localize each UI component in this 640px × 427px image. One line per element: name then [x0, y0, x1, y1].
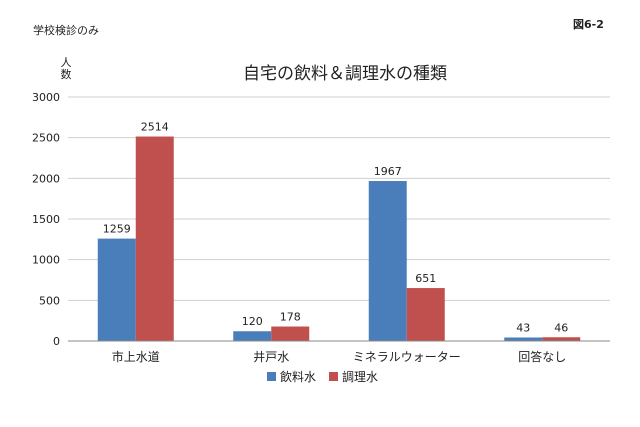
legend-label: 調理水 — [342, 370, 378, 384]
bar-drinking — [504, 337, 543, 341]
y-tick-labels: 0 500 1000 1500 2000 2500 3000 — [32, 91, 60, 348]
data-label: 1259 — [103, 223, 131, 236]
category-label: 市上水道 — [112, 349, 160, 364]
y-axis-label: 人数 — [61, 56, 72, 81]
legend-swatch — [267, 372, 276, 381]
data-label: 46 — [554, 321, 568, 334]
y-axis-label-char: 人 — [61, 56, 72, 69]
category-label: 回答なし — [518, 349, 566, 364]
legend-label: 飲料水 — [280, 369, 316, 384]
y-tick-label: 2500 — [32, 132, 60, 145]
bar-cooking — [542, 337, 581, 341]
legend-swatch — [329, 372, 338, 381]
bar-drinking — [368, 181, 407, 341]
y-tick-label: 3000 — [32, 91, 60, 104]
legend: 飲料水 調理水 — [267, 369, 378, 384]
data-label: 651 — [415, 272, 436, 285]
chart-title: 自宅の飲料＆調理水の種類 — [243, 64, 447, 84]
data-label: 178 — [280, 311, 301, 324]
data-label: 120 — [242, 315, 263, 328]
figure-label: 図6-2 — [573, 18, 604, 31]
y-tick-label: 2000 — [32, 172, 60, 185]
data-labels: 1259 2514 120 178 1967 651 43 46 — [103, 121, 569, 335]
bar-cooking — [135, 136, 174, 341]
category-label: 井戸水 — [253, 350, 289, 364]
bar-cooking — [271, 326, 310, 341]
note-text: 学校検診のみ — [33, 24, 99, 37]
data-label: 1967 — [374, 165, 402, 178]
y-tick-label: 1500 — [32, 213, 60, 226]
category-label: ミネラルウォーター — [353, 350, 461, 364]
category-labels: 市上水道 井戸水 ミネラルウォーター 回答なし — [112, 349, 567, 364]
bar-cooking — [406, 288, 445, 341]
data-label: 43 — [516, 322, 530, 335]
y-tick-label: 0 — [53, 335, 60, 348]
data-label: 2514 — [141, 121, 169, 134]
y-tick-label: 500 — [39, 294, 60, 307]
bars — [97, 136, 581, 341]
bar-drinking — [97, 238, 136, 341]
bar-drinking — [233, 331, 272, 341]
y-axis-label-char: 数 — [61, 68, 72, 81]
y-tick-label: 1000 — [32, 254, 60, 267]
